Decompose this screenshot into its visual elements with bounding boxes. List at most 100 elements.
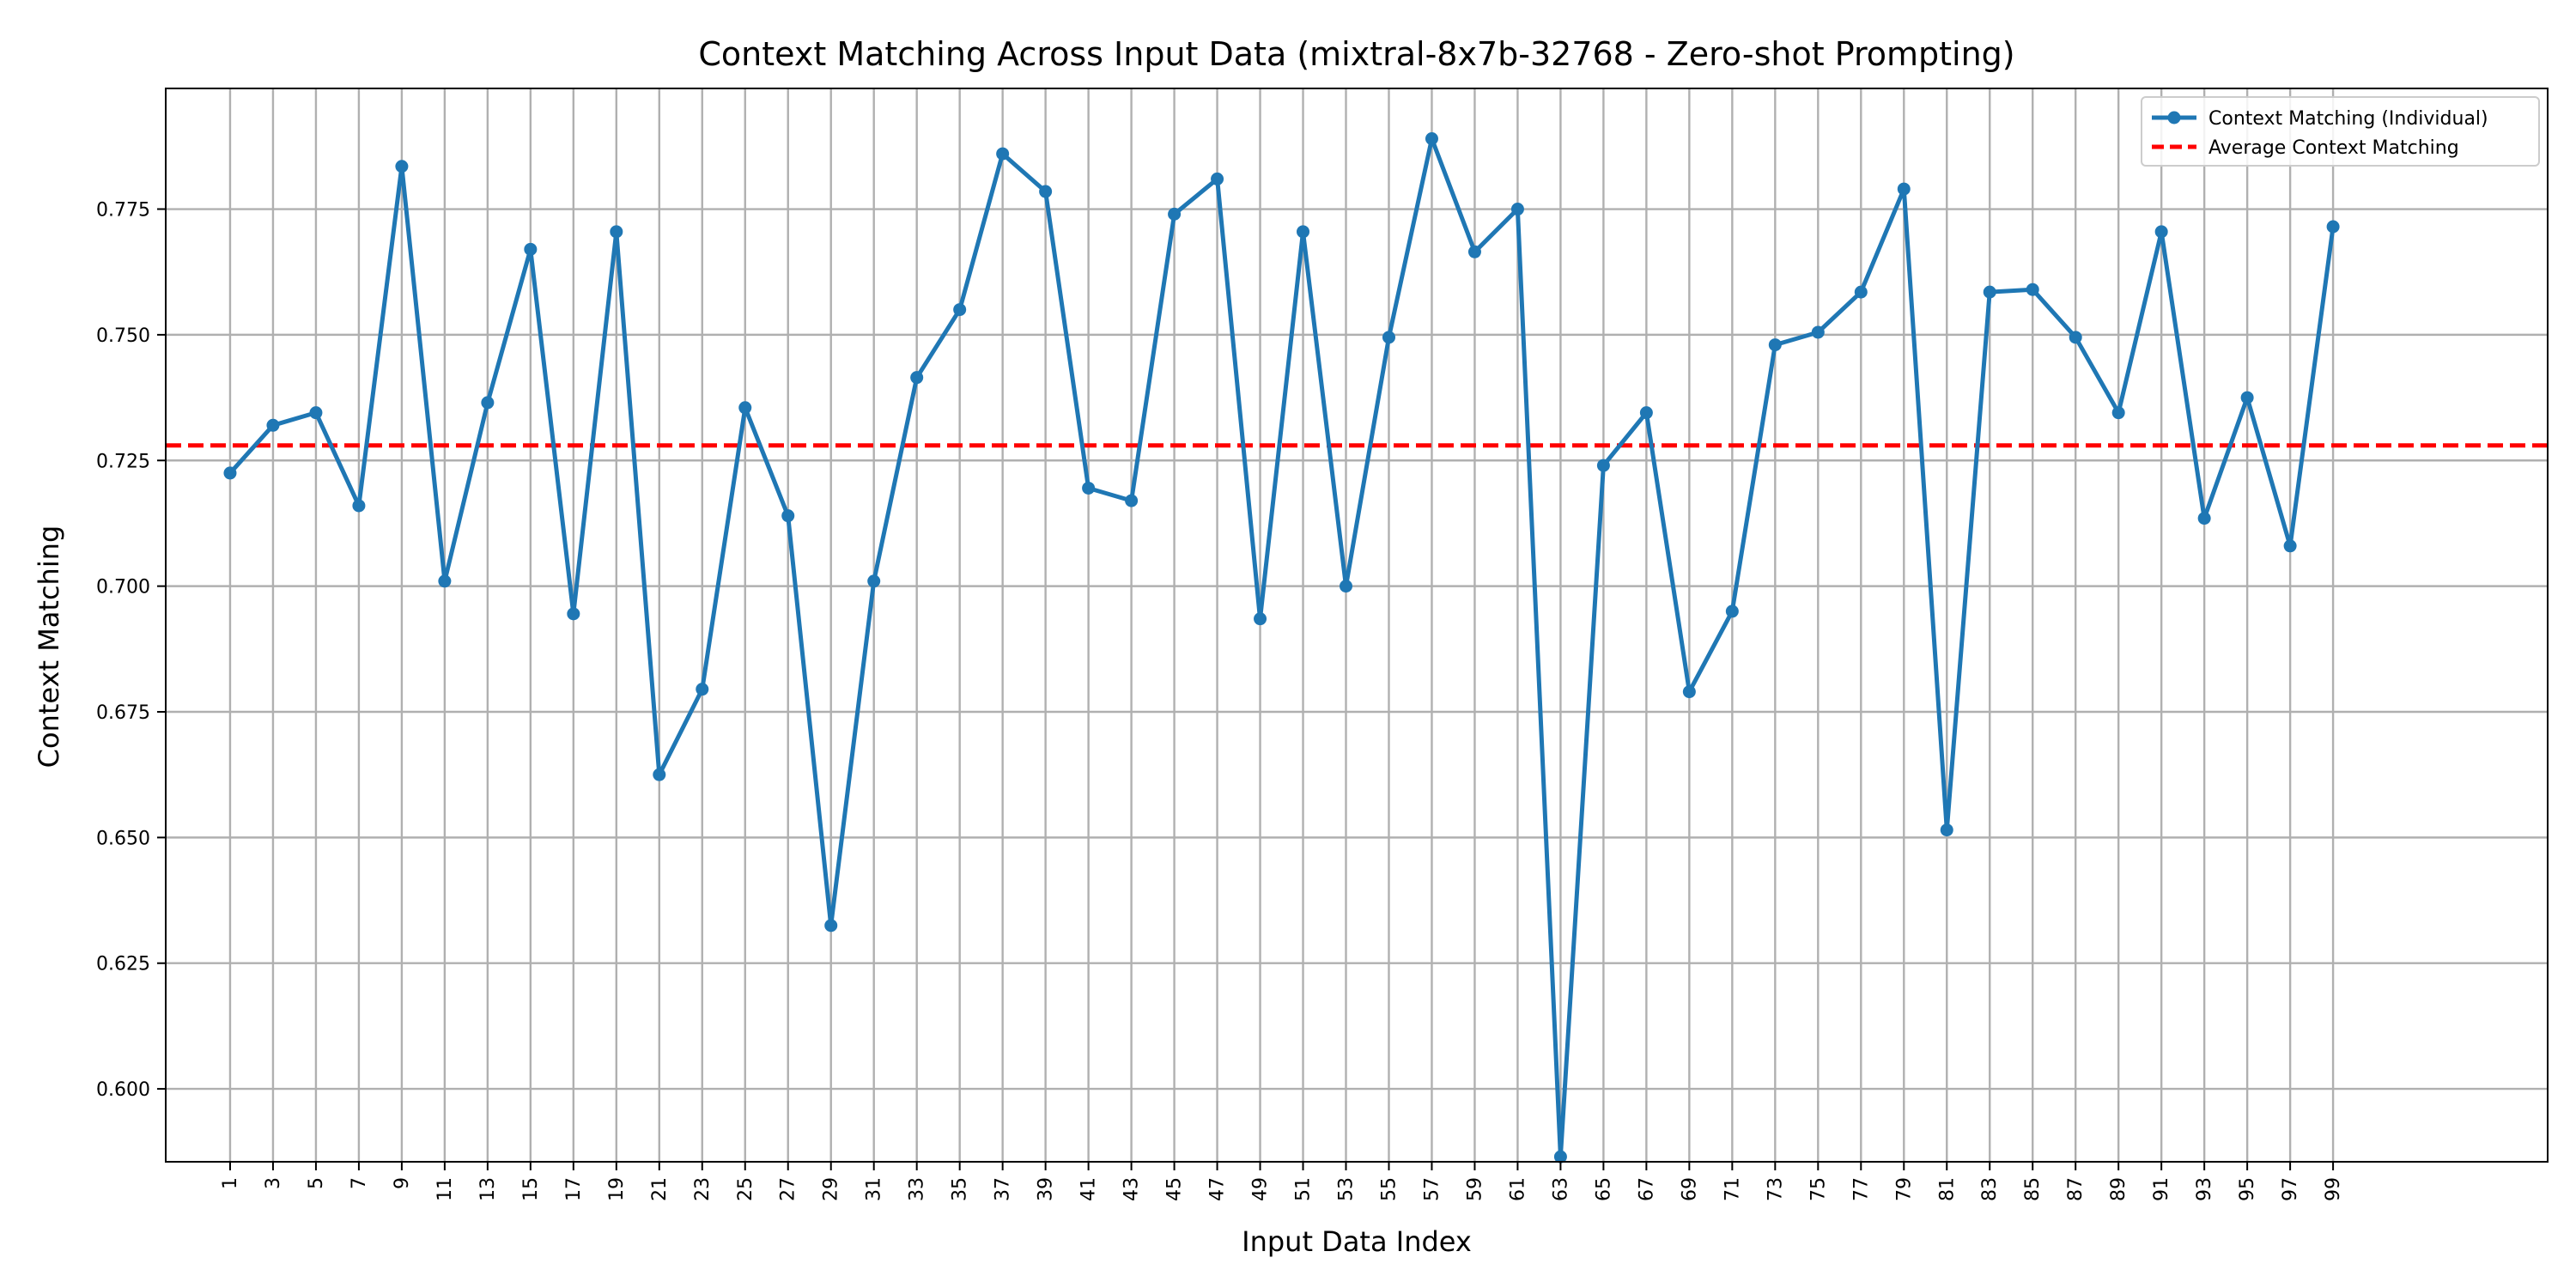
x-tick-label: 85 <box>2022 1177 2044 1201</box>
y-tick-label: 0.600 <box>96 1079 150 1101</box>
data-point <box>2197 512 2211 526</box>
x-tick-label: 75 <box>1807 1177 1829 1201</box>
data-point <box>1467 245 1481 258</box>
x-tick-label: 35 <box>950 1177 971 1201</box>
data-point <box>2240 391 2254 404</box>
x-tick-label: 51 <box>1293 1177 1315 1201</box>
x-tick-label: 5 <box>306 1177 327 1189</box>
x-tick-label: 87 <box>2065 1177 2087 1201</box>
data-point <box>1082 481 1096 495</box>
data-point <box>2154 225 2168 239</box>
data-point <box>1297 225 1310 239</box>
data-point <box>438 574 452 588</box>
data-point <box>1983 285 1996 299</box>
x-tick-label: 95 <box>2237 1177 2258 1201</box>
y-tick-label: 0.675 <box>96 702 150 724</box>
data-point <box>524 242 538 256</box>
x-tick-label: 61 <box>1507 1177 1528 1201</box>
data-point <box>2283 539 2297 553</box>
data-point <box>352 499 366 513</box>
data-point <box>653 768 666 781</box>
x-tick-label: 3 <box>263 1177 284 1189</box>
data-point <box>1639 406 1653 420</box>
x-tick-label: 91 <box>2151 1177 2172 1201</box>
data-point <box>2069 331 2082 344</box>
x-tick-label: 49 <box>1250 1177 1272 1201</box>
x-tick-label: 9 <box>392 1177 413 1189</box>
data-point <box>1382 331 1395 344</box>
data-point <box>867 574 881 588</box>
x-tick-label: 81 <box>1936 1177 1958 1201</box>
x-tick-label: 15 <box>520 1177 542 1201</box>
data-point <box>910 371 924 385</box>
series-line <box>228 137 2336 1159</box>
x-tick-label: 93 <box>2194 1177 2215 1201</box>
x-tick-label: 1 <box>220 1177 241 1189</box>
data-point <box>1854 285 1868 299</box>
data-point <box>1940 823 1953 837</box>
x-tick-label: 19 <box>606 1177 628 1201</box>
data-point <box>567 607 580 621</box>
legend-label: Context Matching (Individual) <box>2208 108 2488 130</box>
y-tick-label: 0.750 <box>96 325 150 347</box>
x-tick-label: 45 <box>1164 1177 1186 1201</box>
data-point <box>610 225 623 239</box>
data-point <box>953 303 967 317</box>
x-tick-label: 83 <box>1979 1177 2001 1201</box>
data-point <box>1682 685 1696 699</box>
y-tick-label: 0.725 <box>96 451 150 472</box>
x-tick-label: 99 <box>2323 1177 2344 1201</box>
data-point <box>1211 172 1224 185</box>
x-tick-label: 55 <box>1378 1177 1400 1201</box>
x-tick-label: 25 <box>735 1177 756 1201</box>
x-tick-label: 69 <box>1679 1177 1700 1201</box>
x-axis-label: Input Data Index <box>1242 1225 1472 1258</box>
legend: Context Matching (Individual) Average Con… <box>2141 96 2540 167</box>
data-point <box>824 919 838 933</box>
x-tick-label: 37 <box>993 1177 1014 1201</box>
x-tick-label: 27 <box>778 1177 799 1201</box>
x-tick-label: 39 <box>1036 1177 1057 1201</box>
data-point <box>1725 605 1739 618</box>
data-point <box>1425 132 1438 146</box>
x-tick-label: 43 <box>1121 1177 1143 1201</box>
data-point <box>2026 283 2039 296</box>
x-tick-label: 71 <box>1722 1177 1743 1201</box>
x-tick-label: 59 <box>1464 1177 1485 1201</box>
x-tick-label: 79 <box>1893 1177 1915 1201</box>
x-tick-label: 63 <box>1550 1177 1571 1201</box>
plot-area-frame <box>165 88 2549 1163</box>
data-point <box>481 396 495 410</box>
data-point <box>1811 325 1825 339</box>
data-point <box>1553 1150 1567 1163</box>
x-tick-label: 17 <box>563 1177 585 1201</box>
data-point <box>1768 338 1782 352</box>
x-tick-label: 57 <box>1421 1177 1443 1201</box>
legend-box <box>2141 96 2540 167</box>
y-tick-label: 0.700 <box>96 577 150 598</box>
x-axis: 1 3 5 7 9 11 13 15 17 19 21 23 25 27 29 31 33 35 37 39 41 43 4… <box>220 1162 2344 1201</box>
x-tick-label: 77 <box>1850 1177 1872 1201</box>
data-point <box>1039 185 1053 198</box>
y-axis-label: Context Matching <box>33 526 65 769</box>
x-tick-label: 67 <box>1636 1177 1657 1201</box>
x-tick-label: 7 <box>349 1177 370 1189</box>
data-point <box>309 406 323 420</box>
data-point <box>781 509 795 523</box>
x-tick-label: 73 <box>1765 1177 1786 1201</box>
x-tick-label: 41 <box>1078 1177 1100 1201</box>
data-point <box>1510 203 1524 216</box>
y-tick-label: 0.775 <box>96 200 150 222</box>
data-point <box>1897 182 1911 196</box>
data-point <box>1340 580 1353 593</box>
y-axis: 0.600 0.625 0.650 0.675 0.700 0.725 0.750 0.775 <box>96 200 166 1101</box>
grid-lines <box>166 88 2548 1162</box>
y-tick-label: 0.650 <box>96 828 150 849</box>
x-tick-label: 89 <box>2108 1177 2129 1201</box>
data-point <box>1596 459 1610 472</box>
legend-label: Average Context Matching <box>2208 137 2459 159</box>
x-tick-label: 21 <box>649 1177 671 1201</box>
x-tick-label: 33 <box>907 1177 928 1201</box>
series-layer <box>223 132 2340 1163</box>
